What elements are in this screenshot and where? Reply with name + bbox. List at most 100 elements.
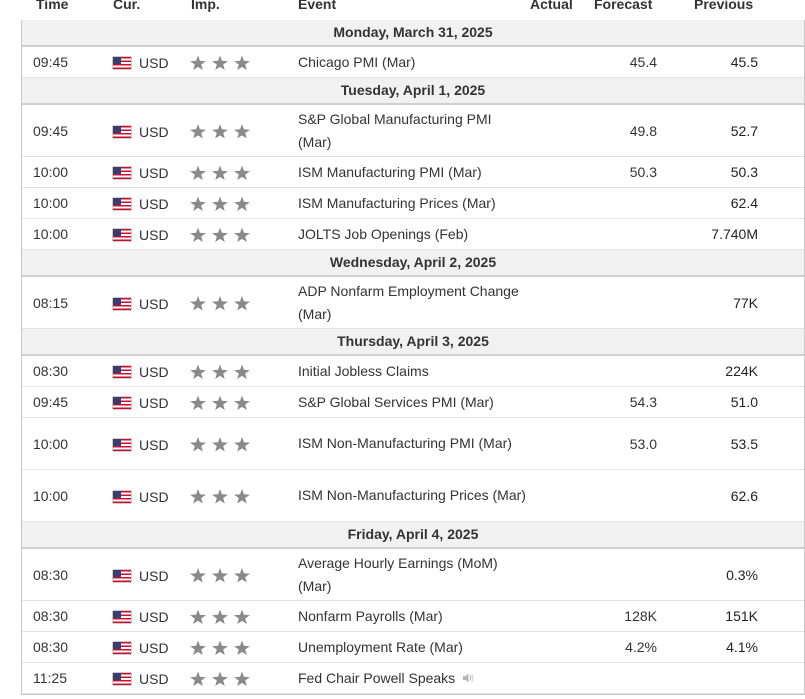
event-currency: USD [139,295,169,312]
header-time[interactable]: Time [36,0,69,12]
importance-stars [190,356,250,386]
event-name-text[interactable]: ISM Manufacturing PMI (Mar) [298,163,482,180]
event-name-text[interactable]: Fed Chair Powell Speaks [298,669,456,686]
event-currency: USD [139,488,169,505]
event-name-text[interactable]: S&P Global Manufacturing PMI (Mar) [298,110,492,150]
star-icon [234,196,250,212]
header-currency[interactable]: Cur. [113,0,141,12]
event-row[interactable]: 08:30 USD Unemployment Rate (Mar) 4.2% 4… [22,632,804,663]
event-time: 09:45 [33,122,69,139]
event-time: 10:00 [33,195,69,211]
event-name-text[interactable]: ISM Non-Manufacturing PMI (Mar) [298,435,512,451]
event-name[interactable]: ISM Manufacturing Prices (Mar) [298,188,528,218]
star-icon [190,437,206,452]
event-name-text[interactable]: ADP Nonfarm Employment Change (Mar) [298,282,519,322]
event-name-text[interactable]: Initial Jobless Claims [298,362,429,379]
star-icon [190,165,206,181]
star-icon [234,395,250,411]
event-row[interactable]: 08:30 USD Initial Jobless Claims 224K [22,356,804,387]
event-previous: 7.740M [711,226,758,242]
event-name[interactable]: ISM Non-Manufacturing Prices (Mar) [298,470,528,521]
event-previous: 62.6 [730,487,758,504]
star-icon [212,395,228,411]
header-previous[interactable]: Previous [694,0,754,12]
event-time: 08:15 [33,294,69,311]
event-row[interactable]: 10:00 USD JOLTS Job Openings (Feb) 7.740… [22,219,804,250]
event-name[interactable]: Initial Jobless Claims [298,356,528,386]
day-header: Monday, March 31, 2025 [22,20,804,47]
us-flag-icon [113,157,131,187]
event-name-text[interactable]: ISM Manufacturing Prices (Mar) [298,194,496,211]
event-name-text[interactable]: S&P Global Services PMI (Mar) [298,393,494,410]
event-name[interactable]: S&P Global Manufacturing PMI (Mar) [298,105,528,156]
star-icon [234,55,250,71]
event-currency: USD [139,436,169,453]
event-name-text[interactable]: JOLTS Job Openings (Feb) [298,225,469,242]
star-icon [190,640,206,656]
event-name[interactable]: S&P Global Services PMI (Mar) [298,387,528,417]
event-name[interactable]: Chicago PMI (Mar) [298,47,528,77]
speaker-icon[interactable] [462,672,474,684]
importance-stars [190,549,250,600]
event-row[interactable]: 10:00 USD ISM Manufacturing Prices (Mar)… [22,188,804,219]
star-icon [234,296,250,311]
event-name[interactable]: Fed Chair Powell Speaks [298,663,528,693]
star-icon [212,196,228,212]
event-currency: USD [139,196,169,212]
event-name[interactable]: ISM Manufacturing PMI (Mar) [298,157,528,187]
header-actual[interactable]: Actual [530,0,573,12]
event-row[interactable]: 11:25 USD Fed Chair Powell Speaks [22,663,804,694]
event-row[interactable]: 08:30 USD Average Hourly Earnings (MoM) … [22,549,804,601]
event-currency: USD [139,640,169,656]
event-row[interactable]: 08:15 USD ADP Nonfarm Employment Change … [22,277,804,329]
importance-stars [190,387,250,417]
event-row[interactable]: 10:00 USD ISM Non-Manufacturing PMI (Mar… [22,418,804,470]
table-header: Time Cur. Imp. Event Actual Forecast Pre… [0,0,805,20]
event-time: 09:45 [33,394,69,410]
importance-stars [190,418,250,469]
event-row[interactable]: 09:45 USD S&P Global Manufacturing PMI (… [22,105,804,157]
event-name-text[interactable]: ISM Non-Manufacturing Prices (Mar) [298,487,526,503]
star-icon [212,489,228,504]
event-currency: USD [139,671,169,687]
star-icon [234,671,250,687]
event-time: 10:00 [33,164,69,180]
us-flag-icon [113,632,131,662]
us-flag-icon [113,105,131,156]
header-forecast[interactable]: Forecast [594,0,653,12]
event-previous: 62.4 [730,195,758,211]
event-name-text[interactable]: Nonfarm Payrolls (Mar) [298,607,443,624]
event-previous: 0.3% [726,566,758,583]
event-forecast: 53.0 [629,435,657,452]
star-icon [190,55,206,71]
event-name[interactable]: ADP Nonfarm Employment Change (Mar) [298,277,528,328]
star-icon [190,364,206,380]
event-previous: 50.3 [730,164,758,180]
event-name[interactable]: ISM Non-Manufacturing PMI (Mar) [298,418,528,469]
event-name-text[interactable]: Average Hourly Earnings (MoM) (Mar) [298,554,498,594]
event-row[interactable]: 09:45 USD S&P Global Services PMI (Mar) … [22,387,804,418]
header-event[interactable]: Event [298,0,337,12]
event-row[interactable]: 09:45 USD Chicago PMI (Mar) 45.4 45.5 [22,47,804,78]
event-previous: 45.5 [730,54,758,70]
event-name-text[interactable]: Chicago PMI (Mar) [298,53,416,70]
us-flag-icon [113,601,131,631]
star-icon [234,364,250,380]
event-name[interactable]: Average Hourly Earnings (MoM) (Mar) [298,549,528,600]
event-name[interactable]: Unemployment Rate (Mar) [298,632,528,662]
event-forecast: 45.4 [629,54,657,70]
event-row[interactable]: 10:00 USD ISM Non-Manufacturing Prices (… [22,470,804,522]
us-flag-icon [113,418,131,469]
event-currency: USD [139,123,169,140]
star-icon [212,568,228,583]
event-currency: USD [139,609,169,625]
event-row[interactable]: 10:00 USD ISM Manufacturing PMI (Mar) 50… [22,157,804,188]
star-icon [234,437,250,452]
star-icon [190,671,206,687]
event-name[interactable]: JOLTS Job Openings (Feb) [298,219,528,249]
event-forecast: 50.3 [629,164,657,180]
event-name-text[interactable]: Unemployment Rate (Mar) [298,638,463,655]
event-name[interactable]: Nonfarm Payrolls (Mar) [298,601,528,631]
event-row[interactable]: 08:30 USD Nonfarm Payrolls (Mar) 128K 15… [22,601,804,632]
header-importance[interactable]: Imp. [191,0,220,12]
